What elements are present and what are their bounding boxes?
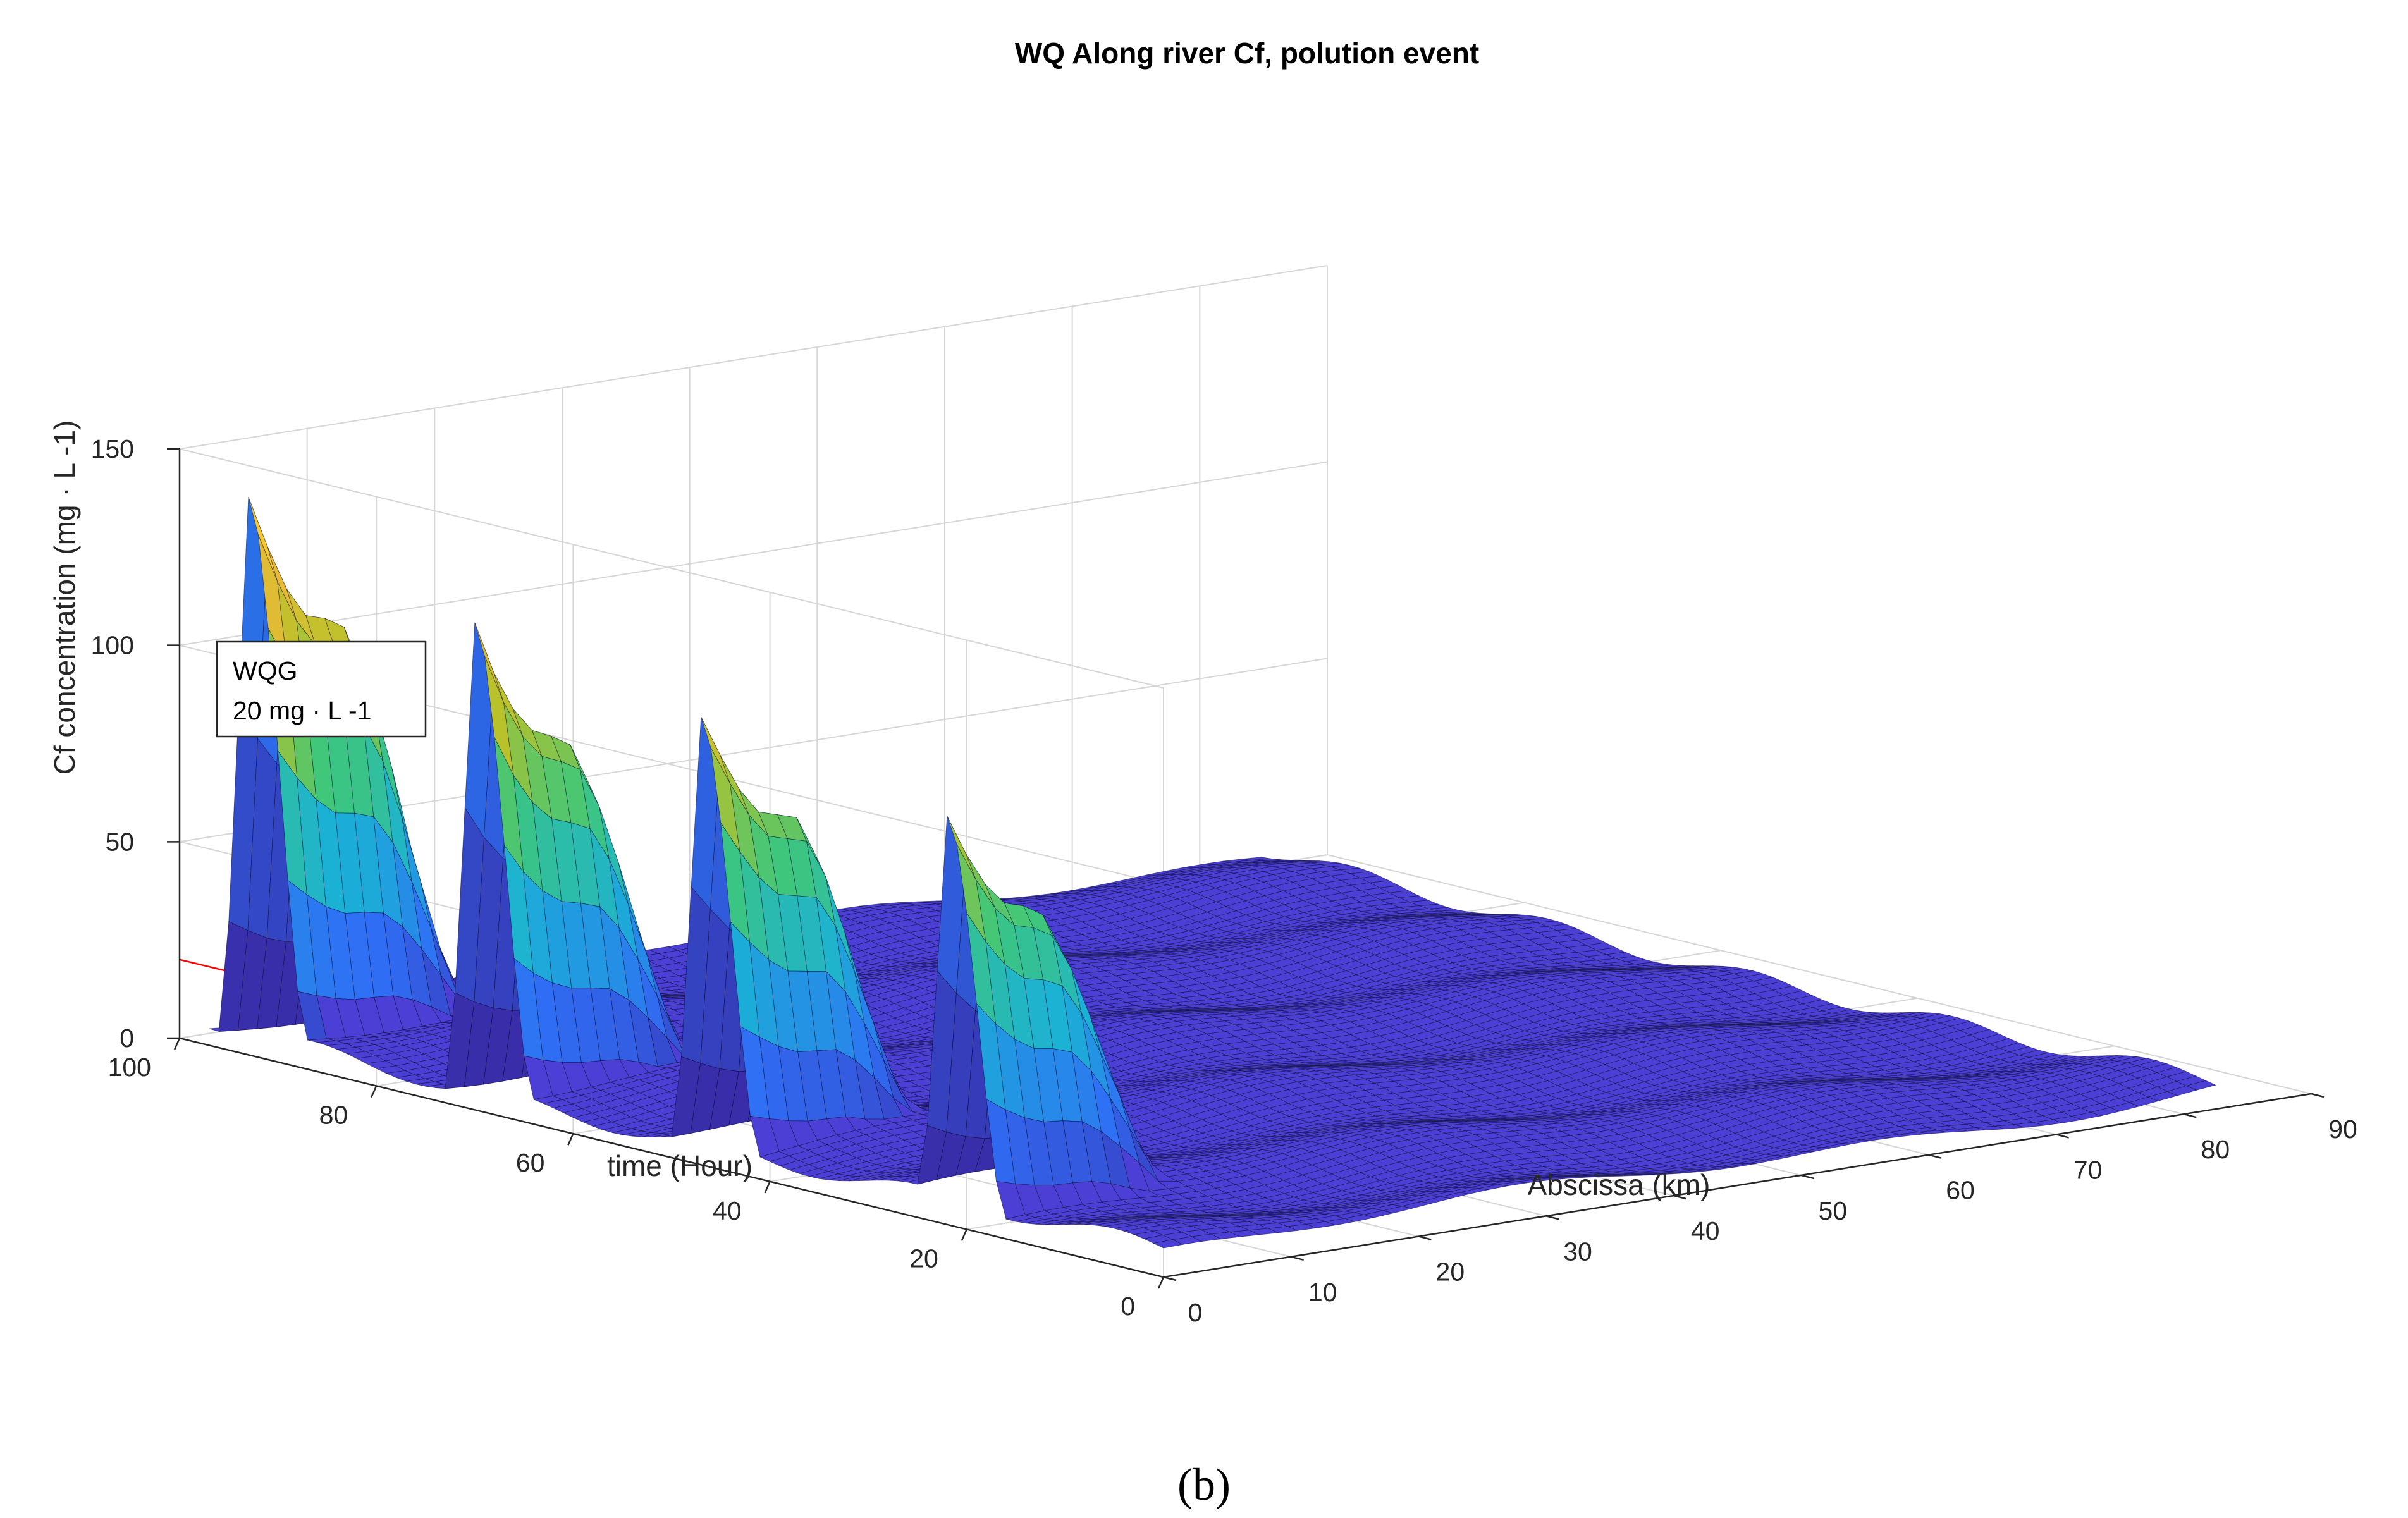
grid-line-x-floor [1327, 854, 2312, 1094]
surface-plot [209, 497, 2216, 1249]
